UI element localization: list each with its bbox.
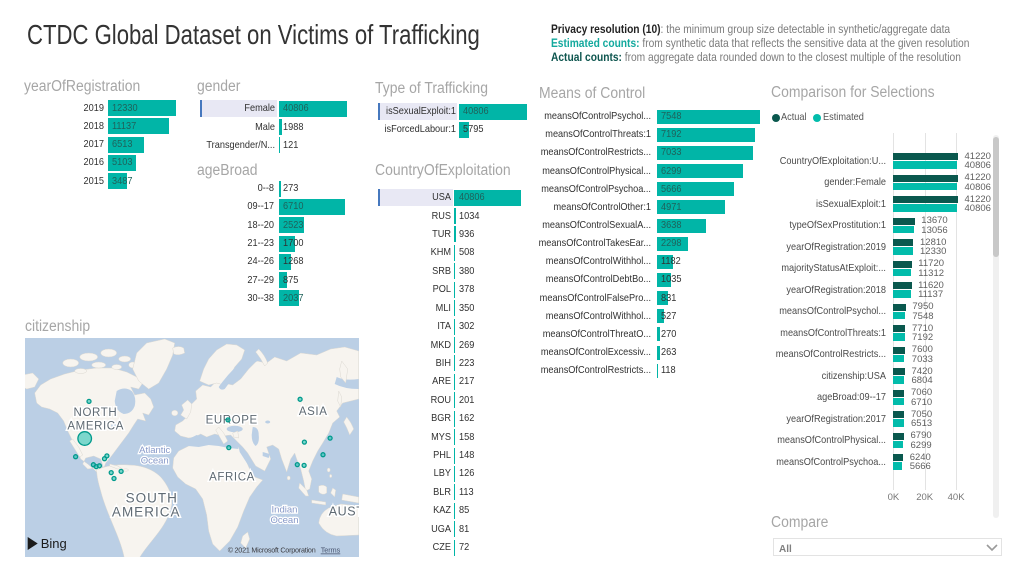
svg-text:SOUTH: SOUTH [125, 490, 177, 505]
svg-text:Bing: Bing [40, 536, 66, 551]
svg-text:AUSTRALIA: AUSTRALIA [328, 505, 358, 519]
svg-text:AMERICA: AMERICA [67, 421, 124, 433]
svg-text:Terms: Terms [320, 546, 340, 555]
svg-text:NORTH: NORTH [73, 407, 117, 419]
svg-text:AMERICA: AMERICA [112, 505, 181, 520]
svg-text:Indian: Indian [271, 505, 297, 516]
svg-text:ASIA: ASIA [299, 406, 328, 418]
svg-text:EUROPE: EUROPE [205, 415, 257, 427]
svg-text:AFRICA: AFRICA [209, 472, 255, 484]
svg-text:Atlantic: Atlantic [139, 445, 170, 456]
svg-text:Ocean: Ocean [270, 515, 298, 526]
svg-text:Ocean: Ocean [140, 456, 168, 467]
svg-text:© 2021 Microsoft Corporation: © 2021 Microsoft Corporation [227, 546, 315, 555]
